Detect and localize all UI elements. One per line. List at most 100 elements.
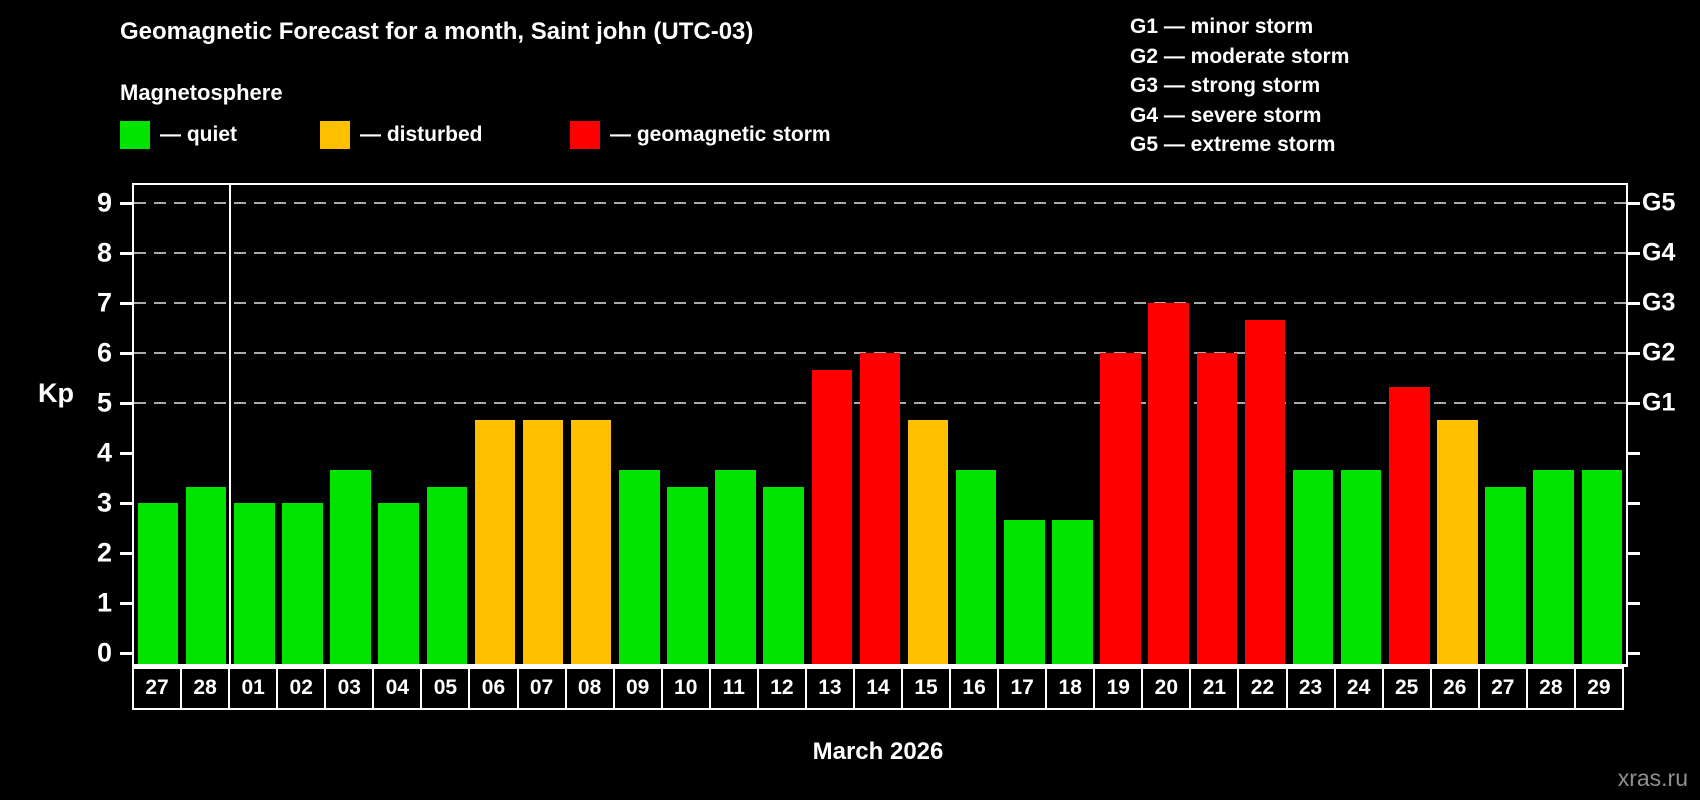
left-axis-tick	[120, 501, 132, 505]
right-axis-tick	[1628, 301, 1640, 305]
legend-label: — geomagnetic storm	[610, 123, 831, 146]
left-axis-tick	[120, 651, 132, 655]
right-axis-tick	[1628, 551, 1640, 555]
kp-bar-day-27	[137, 503, 179, 664]
bar-slot	[423, 185, 471, 664]
kp-bar-day-13	[811, 369, 853, 664]
kp-bar-day-07	[522, 419, 564, 664]
left-axis-tick	[120, 351, 132, 355]
left-axis-tick	[120, 551, 132, 555]
date-cell: 25	[1381, 667, 1432, 710]
kp-bar-day-02	[282, 503, 323, 664]
left-axis-tick	[120, 401, 132, 405]
kp-bar-day-15	[907, 419, 949, 664]
left-axis-tick	[120, 301, 132, 305]
date-cell: 26	[1429, 667, 1480, 710]
bar-slot	[375, 185, 423, 664]
date-cell: 04	[372, 667, 423, 710]
g-legend-item: G5 — extreme storm	[1130, 133, 1336, 156]
g-legend-item: G4 — severe storm	[1130, 103, 1322, 127]
bar-slot	[1097, 185, 1145, 664]
y-tick-label: 5	[96, 387, 112, 418]
watermark: xras.ru	[1617, 765, 1688, 791]
bar-slot	[1048, 185, 1096, 664]
legend-item-storm: — geomagnetic storm	[570, 121, 831, 149]
quiet-color-swatch	[120, 121, 150, 149]
kp-bar-day-11	[715, 469, 756, 664]
bar-slot	[1241, 185, 1289, 664]
g-axis-label-g5: G5	[1642, 188, 1676, 217]
gridline-kp9	[134, 202, 1626, 204]
left-axis-tick	[120, 201, 132, 205]
date-cell: 02	[276, 667, 327, 710]
kp-bar-day-20	[1148, 303, 1189, 664]
g-axis-label-g4: G4	[1642, 238, 1676, 267]
y-tick-label: 2	[96, 537, 112, 568]
left-axis-tick	[120, 601, 132, 605]
date-cell: 07	[516, 667, 567, 710]
kp-bar-day-09	[619, 469, 660, 664]
date-cell: 28	[1525, 667, 1576, 710]
status-legend: — quiet — disturbed — geomagnetic storm	[120, 118, 831, 152]
kp-bar-day-17	[1004, 519, 1045, 664]
date-cell: 29	[1573, 667, 1624, 710]
right-axis-tick	[1628, 351, 1640, 355]
kp-bar-day-03	[330, 469, 371, 664]
right-axis-tick	[1628, 401, 1640, 405]
right-axis-tick	[1628, 651, 1640, 655]
kp-bar-day-19	[1100, 353, 1141, 664]
kp-bar-day-08	[570, 419, 612, 664]
date-cell: 11	[708, 667, 759, 710]
kp-bar-day-04	[378, 503, 419, 664]
bar-slot	[278, 185, 326, 664]
kp-bar-day-14	[859, 353, 901, 664]
date-cell: 21	[1189, 667, 1240, 710]
bar-slot	[904, 185, 952, 664]
kp-bar-day-05	[426, 486, 468, 664]
bar-slot	[1193, 185, 1241, 664]
kp-bar-day-21	[1196, 353, 1238, 664]
kp-bar-day-23	[1292, 469, 1334, 664]
bar-slot	[471, 185, 519, 664]
right-axis-tick	[1628, 601, 1640, 605]
date-cell: 18	[1045, 667, 1096, 710]
kp-bar-day-25	[1389, 386, 1430, 664]
y-tick-label: 3	[96, 487, 112, 518]
bar-slot	[1578, 185, 1626, 664]
kp-bar-day-28	[1533, 469, 1574, 664]
kp-bar-day-12	[763, 486, 804, 664]
date-cell: 24	[1333, 667, 1384, 710]
date-cell: 20	[1141, 667, 1192, 710]
date-cell: 19	[1093, 667, 1144, 710]
storm-color-swatch	[570, 121, 600, 149]
bar-slot	[182, 185, 230, 664]
legend-label: — disturbed	[360, 123, 483, 146]
bar-slot	[663, 185, 711, 664]
g-axis-label-g1: G1	[1642, 388, 1676, 417]
bar-slot	[808, 185, 856, 664]
bar-slot	[327, 185, 375, 664]
left-axis-tick	[120, 251, 132, 255]
kp-bar-day-24	[1340, 469, 1382, 664]
bar-slot	[952, 185, 1000, 664]
date-cell: 28	[180, 667, 231, 710]
date-cell: 13	[804, 667, 855, 710]
bar-slot	[134, 185, 182, 664]
legend-label: — quiet	[160, 123, 237, 146]
bar-slot	[1000, 185, 1048, 664]
page-title: Geomagnetic Forecast for a month, Saint …	[120, 18, 754, 45]
chart-plot-area: 0 1 2 3 4 5 6 7 8 9 G1 G2 G3 G4 G5	[97, 183, 1675, 667]
bar-slot	[1433, 185, 1481, 664]
y-tick-label: 1	[96, 587, 112, 618]
bar-slot	[567, 185, 615, 664]
date-cell: 10	[660, 667, 711, 710]
g-axis-label-g3: G3	[1642, 288, 1676, 317]
bar-slot	[760, 185, 808, 664]
bar-slot	[1482, 185, 1530, 664]
g-legend-item: G1 — minor storm	[1130, 15, 1314, 38]
date-cell: 27	[1477, 667, 1528, 710]
y-tick-label: 9	[96, 187, 112, 218]
right-axis-tick	[1628, 501, 1640, 505]
g-legend-item: G2 — moderate storm	[1130, 44, 1350, 68]
chart-subtitle: Magnetosphere	[120, 80, 283, 105]
